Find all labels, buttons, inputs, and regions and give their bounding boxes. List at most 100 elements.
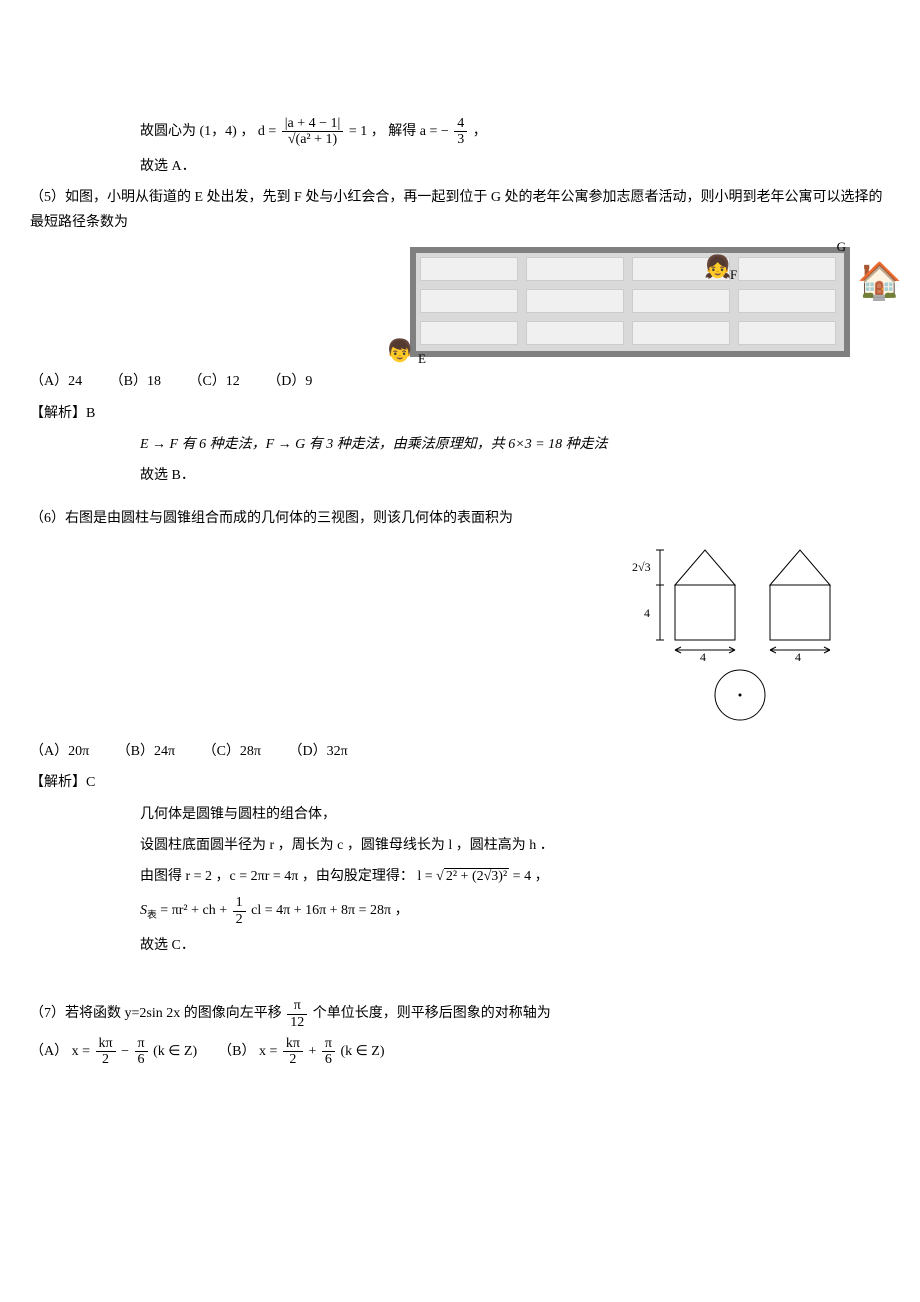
q7-options: （A） x = kπ 2 − π 6 (k ∈ Z) （B） x = kπ 2 … [30,1036,890,1068]
numerator: π [322,1036,335,1052]
svg-text:4: 4 [700,650,706,664]
fraction: π 6 [135,1036,148,1068]
denominator: √(a² + 1) [282,132,344,147]
option-b: （B）24π [117,744,175,759]
fraction: |a + 4 − 1| √(a² + 1) [282,116,344,148]
girl-icon: 👧 [704,247,731,287]
q6-l1: 几何体是圆锥与圆柱的组合体， [30,802,890,827]
label-g: G [837,235,846,258]
boy-icon: 👦 [386,331,413,371]
q6-l2: 设圆柱底面圆半径为 r ，周长为 c ，圆锥母线长为 l ，圆柱高为 h ． [30,833,890,858]
numerator: 4 [454,116,467,132]
label-e: E [418,347,426,370]
option-c: （C）12 [188,374,239,389]
option-b-post: (k ∈ Z) [340,1044,384,1059]
fraction: kπ 2 [96,1036,116,1068]
q6-options: （A）20π （B）24π （C）28π （D）32π [30,739,890,764]
minus: − [121,1044,132,1059]
text: （7）若将函数 y=2sin 2x 的图像向左平移 [30,1006,285,1021]
grid-cell [420,257,518,281]
option-b-pre: （B） x = [218,1044,281,1059]
option-a: （A）24 [30,374,82,389]
d-eq: d = [258,124,276,139]
text: E → F 有 6 种走法，F → G 有 3 种走法，由乘法原理知，共 6×3… [140,437,608,452]
svg-text:4: 4 [644,606,650,620]
point: (1，4) ， [200,124,255,139]
denominator: 12 [287,1015,307,1030]
numerator: |a + 4 − 1| [282,116,344,132]
cyl-side [770,585,830,640]
plus: + [308,1044,319,1059]
grid-cell [420,289,518,313]
denominator: 2 [96,1052,116,1067]
q6-l4: S表 = πr² + ch + 1 2 cl = 4π + 16π + 8π =… [30,895,890,927]
numerator: kπ [96,1036,116,1052]
denominator: 6 [322,1052,335,1067]
l-eq: l = [417,869,432,884]
q5-analysis-l1: E → F 有 6 种走法，F → G 有 3 种走法，由乘法原理知，共 6×3… [30,432,890,457]
grid-cell [738,289,836,313]
q6-l3: 由图得 r = 2 ，c = 2πr = 4π ，由勾股定理得： l = √2²… [30,864,890,889]
three-view-svg: 2√3 4 4 4 [630,545,860,725]
q5-analysis-label: 【解析】B [30,401,890,426]
option-a-pre: （A） x = [30,1044,94,1059]
grid-cell [526,289,624,313]
eq-one: = 1 ， [349,124,385,139]
numerator: 1 [233,895,246,911]
text: 由图得 r = 2 ，c = 2πr = 4π ，由勾股定理得： [140,869,414,884]
q4-solution-line2: 故选 A． [30,154,890,179]
q6-stem: （6）右图是由圆柱与圆锥组合而成的几何体的三视图，则该几何体的表面积为 [30,506,890,531]
option-d: （D）32π [289,744,348,759]
denominator: 3 [454,132,467,147]
option-b: （B）18 [110,374,161,389]
option-a: （A）20π [30,744,89,759]
house-icon: 🏠 [857,249,902,314]
fraction: π 6 [322,1036,335,1068]
cyl-front [675,585,735,640]
expr: = πr² + ch + [160,903,230,918]
q6-analysis-label: 【解析】C [30,770,890,795]
q5-stem: （5）如图，小明从街道的 E 处出发，先到 F 处与小红会合，再一起到位于 G … [30,185,890,235]
grid-cell [526,321,624,345]
sub: 表 [147,910,157,921]
fraction: 1 2 [233,895,246,927]
text: 设圆柱底面圆半径为 r ，周长为 c ，圆锥母线长为 l ，圆柱高为 h ． [140,838,554,853]
q5-analysis-l2: 故选 B． [30,463,890,488]
sqrt: √2² + (2√3)² [436,868,509,884]
text: 故圆心为 [140,124,196,139]
cone-side [770,550,830,585]
s: S [140,903,147,918]
option-c: （C）28π [203,744,261,759]
grid-cell [738,321,836,345]
q7-stem: （7）若将函数 y=2sin 2x 的图像向左平移 π 12 个单位长度，则平移… [30,998,890,1030]
text: ， [473,124,487,139]
label-f: F [730,263,737,286]
q6-three-view-diagram: 2√3 4 4 4 [630,545,890,725]
denominator: 6 [135,1052,148,1067]
rest: cl = 4π + 16π + 8π = 28π ， [251,903,408,918]
svg-text:2√3: 2√3 [632,560,651,574]
a-eq: a = − [420,124,449,139]
grid-cell [526,257,624,281]
fraction: π 12 [287,998,307,1030]
eq4: = 4 ， [513,869,549,884]
numerator: π [287,998,307,1014]
grid-cell [632,321,730,345]
q4-solution-line1: 故圆心为 (1，4) ， d = |a + 4 − 1| √(a² + 1) =… [30,116,890,148]
svg-text:4: 4 [795,650,801,664]
option-d: （D）9 [267,374,312,389]
option-a-post: (k ∈ Z) [153,1044,197,1059]
denominator: 2 [283,1052,303,1067]
radicand: 2² + (2√3)² [444,868,509,884]
cone-front [675,550,735,585]
grid-cell [632,289,730,313]
denominator: 2 [233,912,246,927]
grid-cell [420,321,518,345]
q6-l5: 故选 C． [30,933,890,958]
text: 解得 [388,124,416,139]
fraction: 4 3 [454,116,467,148]
q5-grid-diagram: 👧 F G 👦 E 🏠 [410,247,850,357]
numerator: kπ [283,1036,303,1052]
grid-cell [738,257,836,281]
fraction: kπ 2 [283,1036,303,1068]
